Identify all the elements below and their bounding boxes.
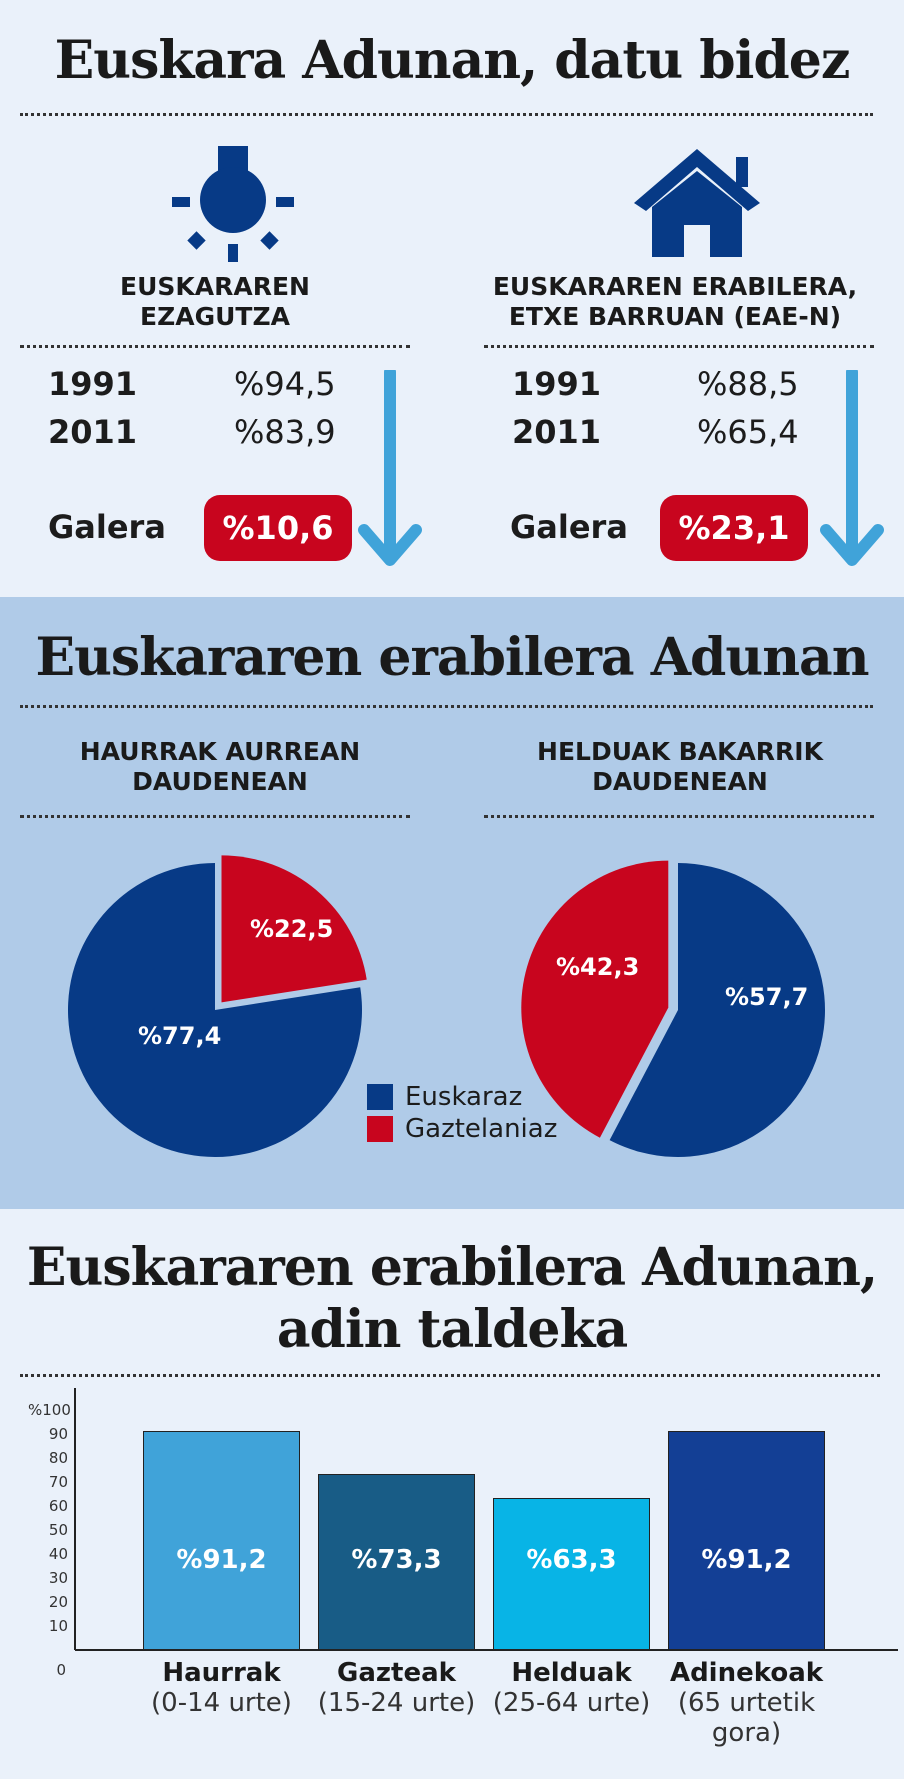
pie-slice-gaztelaniaz: [521, 860, 669, 1138]
bar-gazteak: [318, 1474, 475, 1650]
bar-value-label: %91,2: [176, 1545, 267, 1575]
bar-value-label: %63,3: [526, 1545, 617, 1575]
section2-title: Euskararen erabilera Adunan: [35, 627, 869, 688]
right-year-2011: 2011: [512, 413, 602, 451]
right-loss-label: Galera: [510, 508, 628, 546]
divider: [20, 815, 410, 818]
divider: [20, 1374, 880, 1377]
category-name: Gazteak: [337, 1658, 456, 1688]
y-tick-label: 20: [48, 1593, 68, 1611]
right-value-1991: %88,5: [697, 365, 799, 403]
pie-chart-children-present: [68, 855, 367, 1157]
pie1-gaztelaniaz-label: %22,5: [250, 915, 334, 943]
x-category-label: Gazteak (15-24 urte): [298, 1658, 495, 1718]
category-name: Helduak: [511, 1658, 632, 1688]
y-tick-label: 0: [56, 1661, 66, 1679]
y-tick-label: 60: [48, 1497, 68, 1515]
arrow-down-icon: [358, 370, 422, 566]
category-age-range: (25-64 urte): [492, 1688, 651, 1718]
divider: [20, 705, 873, 708]
lightbulb-icon: [172, 146, 294, 262]
bar-helduak: [493, 1498, 650, 1650]
left-year-2011: 2011: [48, 413, 138, 451]
pie-slice-gaztelaniaz: [221, 855, 367, 1003]
pie-chart-adults-only: [521, 860, 825, 1157]
y-tick-label: 80: [48, 1449, 68, 1467]
house-icon: [634, 149, 760, 257]
pie-slice-euskaraz: [68, 863, 363, 1157]
legend-swatch-navy: [367, 1084, 393, 1110]
x-category-label: Helduak (25-64 urte): [473, 1658, 670, 1718]
legend-swatch-red: [367, 1116, 393, 1142]
category-name: Adinekoak: [669, 1658, 824, 1688]
x-category-label: Haurrak (0-14 urte): [123, 1658, 320, 1718]
bar-adinekoak: [668, 1431, 825, 1650]
left-year-1991: 1991: [48, 365, 138, 403]
pie-slice-euskaraz: [609, 863, 825, 1157]
pie2-heading: HELDUAK BAKARRIK DAUDENEAN: [537, 737, 823, 796]
y-tick-label: 40: [48, 1545, 68, 1563]
pie2-gaztelaniaz-label: %42,3: [556, 953, 640, 981]
pie1-heading: HAURRAK AURREAN DAUDENEAN: [79, 737, 361, 796]
bar-value-label: %91,2: [701, 1545, 792, 1575]
y-tick-label: %100: [28, 1401, 71, 1419]
legend-gaztelaniaz: Gaztelaniaz: [367, 1114, 557, 1144]
bar-value-label: %73,3: [351, 1545, 442, 1575]
divider: [20, 345, 410, 348]
y-tick-label: 30: [48, 1569, 68, 1587]
y-tick-label: 10: [48, 1617, 68, 1635]
category-name: Haurrak: [162, 1658, 281, 1688]
y-tick-label: 70: [48, 1473, 68, 1491]
divider: [484, 345, 874, 348]
left-loss-badge: %10,6: [204, 495, 352, 561]
bar-haurrak: [143, 1431, 300, 1650]
right-loss-badge: %23,1: [660, 495, 808, 561]
right-year-1991: 1991: [512, 365, 602, 403]
divider: [484, 815, 874, 818]
bar-axes: [74, 1388, 898, 1651]
y-tick-label: 90: [48, 1425, 68, 1443]
category-age-range: (15-24 urte): [317, 1688, 476, 1718]
pie2-euskaraz-label: %57,7: [725, 983, 809, 1011]
category-age-range: (0-14 urte): [151, 1688, 292, 1718]
arrow-down-icon: [820, 370, 884, 566]
divider: [20, 113, 873, 116]
section3-title: Euskararen erabilera Adunan, adin taldek…: [26, 1237, 878, 1360]
knowledge-heading: EUSKARAREN EZAGUTZA: [120, 272, 310, 331]
left-loss-label: Galera: [48, 508, 166, 546]
right-value-2011: %65,4: [697, 413, 799, 451]
left-value-2011: %83,9: [234, 413, 336, 451]
pie-charts: [68, 855, 825, 1157]
pie1-euskaraz-label: %77,4: [138, 1022, 222, 1050]
legend-euskaraz: Euskaraz: [367, 1082, 522, 1112]
left-value-1991: %94,5: [234, 365, 336, 403]
section1-title: Euskara Adunan, datu bidez: [54, 30, 851, 91]
knowledge-section: Euskara Adunan, datu bidez EUSKARAREN EZ…: [0, 0, 904, 597]
home-usage-heading: EUSKARAREN ERABILERA, ETXE BARRUAN (EAE-…: [492, 272, 858, 331]
x-category-label: Adinekoak (65 urtetik gora): [648, 1658, 845, 1748]
category-age-range: (65 urtetik gora): [677, 1688, 816, 1748]
y-tick-label: 50: [48, 1521, 68, 1539]
